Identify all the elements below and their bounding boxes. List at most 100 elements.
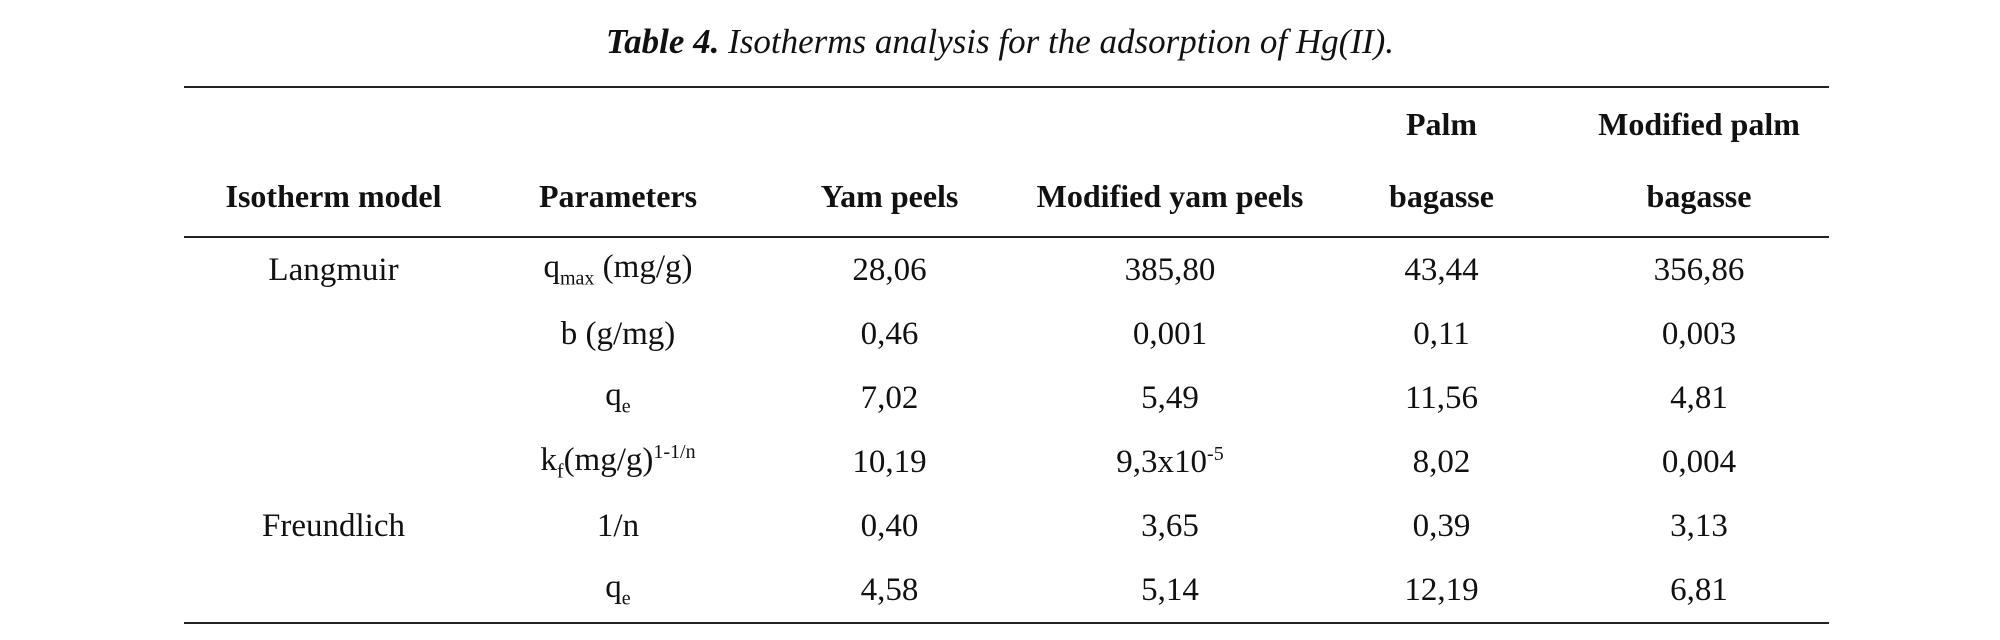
model-cell (184, 430, 483, 494)
header-text: Modified yam peels (1036, 178, 1304, 214)
value-cell: 7,02 (753, 366, 1026, 430)
cell-text: 3,65 (1141, 507, 1199, 544)
cell-text: 0,40 (860, 507, 919, 544)
table-caption: Table 4. Isotherms analysis for the adso… (0, 22, 2000, 62)
parameter-cell: qe (483, 366, 753, 430)
model-name: Freundlich (262, 507, 405, 544)
text-segment: q (605, 377, 622, 414)
table-body: Langmuir qmax (mg/g) 28,06 385,80 43,44 356,8… (184, 237, 1829, 623)
header-text: Parameters (538, 178, 698, 214)
value-cell: 43,44 (1314, 237, 1569, 302)
value-cell: 0,001 (1026, 302, 1314, 366)
value-cell: 5,14 (1026, 558, 1314, 623)
cell-text: 10,19 (852, 443, 927, 480)
column-header: Modified palm bagasse (1569, 87, 1829, 237)
text-segment: q (543, 249, 560, 286)
cell-text: 356,86 (1653, 251, 1745, 288)
value-cell: 8,02 (1314, 430, 1569, 494)
table-row: b (g/mg) 0,46 0,001 0,11 0,003 (184, 302, 1829, 366)
parameter-cell: qmax (mg/g) (483, 237, 753, 302)
value-cell: 3,13 (1569, 494, 1829, 558)
model-cell (184, 302, 483, 366)
cell-text: 4,81 (1670, 379, 1728, 416)
data-table: Isotherm model Parameters Yam peels Modifie… (184, 86, 1829, 624)
value-cell: 0,39 (1314, 494, 1569, 558)
supscript: 1-1/n (653, 440, 696, 463)
cell-text: 385,80 (1124, 251, 1216, 288)
column-header: Isotherm model (184, 87, 483, 237)
cell-text: 43,44 (1404, 251, 1479, 288)
header-text: Yam peels (820, 178, 959, 214)
cell-text: 0,39 (1412, 507, 1471, 544)
cell-text: 28,06 (852, 251, 927, 288)
value-cell: 4,81 (1569, 366, 1829, 430)
value-cell: 356,86 (1569, 237, 1829, 302)
text-segment: (mg/g) (594, 249, 693, 286)
header-text: Palm bagasse (1389, 106, 1494, 214)
text-segment: b (g/mg) (560, 315, 676, 352)
value-cell: 6,81 (1569, 558, 1829, 623)
table-row: kf(mg/g)1-1/n 10,19 9,3x10-5 8,02 0,004 (184, 430, 1829, 494)
subscript: e (621, 587, 631, 610)
text-segment: q (605, 569, 622, 606)
value-cell: 3,65 (1026, 494, 1314, 558)
column-header: Yam peels (753, 87, 1026, 237)
parameter-cell: kf(mg/g)1-1/n (483, 430, 753, 494)
cell-text: 8,02 (1412, 443, 1471, 480)
header-text: Isotherm model (225, 178, 442, 214)
subscript: f (556, 460, 564, 483)
text-segment: 1/n (596, 507, 640, 544)
value-cell: 10,19 (753, 430, 1026, 494)
cell-text: 11,56 (1404, 379, 1479, 416)
column-header: Parameters (483, 87, 753, 237)
header-row: Isotherm model Parameters Yam peels Modifie… (184, 87, 1829, 237)
model-cell: Langmuir (184, 237, 483, 302)
cell-text: 0,11 (1413, 315, 1470, 352)
value-cell: 5,49 (1026, 366, 1314, 430)
value-cell: 12,19 (1314, 558, 1569, 623)
cell-text: 3,13 (1670, 507, 1728, 544)
value-cell: 0,003 (1569, 302, 1829, 366)
value-cell: 0,11 (1314, 302, 1569, 366)
cell-text: 5,49 (1141, 379, 1199, 416)
cell-text: 0,001 (1132, 315, 1208, 352)
value-cell: 4,58 (753, 558, 1026, 623)
cell-text: 6,81 (1670, 571, 1728, 608)
value-cell: 9,3x10-5 (1026, 430, 1314, 494)
text-segment: (mg/g) (563, 441, 654, 478)
column-header: Modified yam peels (1026, 87, 1314, 237)
cell-text: 0,46 (860, 315, 919, 352)
model-cell (184, 366, 483, 430)
value-cell: 0,004 (1569, 430, 1829, 494)
table-row: Freundlich 1/n 0,40 3,65 0,39 3,13 (184, 494, 1829, 558)
subscript: max (559, 267, 595, 290)
text-segment: k (540, 441, 557, 478)
table-row: Langmuir qmax (mg/g) 28,06 385,80 43,44 356,8… (184, 237, 1829, 302)
cell-text: 0,004 (1661, 443, 1737, 480)
parameter-cell: qe (483, 558, 753, 623)
value-cell: 0,46 (753, 302, 1026, 366)
table-row: qe 4,58 5,14 12,19 6,81 (184, 558, 1829, 623)
model-cell (184, 558, 483, 623)
model-cell: Freundlich (184, 494, 483, 558)
cell-text: 12,19 (1404, 571, 1479, 608)
value-cell: 385,80 (1026, 237, 1314, 302)
cell-text: 0,003 (1661, 315, 1737, 352)
parameter-cell: 1/n (483, 494, 753, 558)
value-cell: 11,56 (1314, 366, 1569, 430)
caption-label: Table 4. (605, 22, 720, 61)
cell-text: 5,14 (1141, 571, 1199, 608)
value-cell: 28,06 (753, 237, 1026, 302)
cell-text: 7,02 (860, 379, 919, 416)
table-row: qe 7,02 5,49 11,56 4,81 (184, 366, 1829, 430)
supscript: -5 (1207, 443, 1224, 465)
column-header: Palm bagasse (1314, 87, 1569, 237)
value-cell: 0,40 (753, 494, 1026, 558)
header-text: Modified palm bagasse (1598, 106, 1800, 214)
caption-text: Isotherms analysis for the adsorption of… (728, 22, 1395, 61)
parameter-cell: b (g/mg) (483, 302, 753, 366)
model-name: Langmuir (268, 251, 399, 288)
subscript: e (621, 395, 631, 418)
cell-text: 4,58 (860, 571, 919, 608)
